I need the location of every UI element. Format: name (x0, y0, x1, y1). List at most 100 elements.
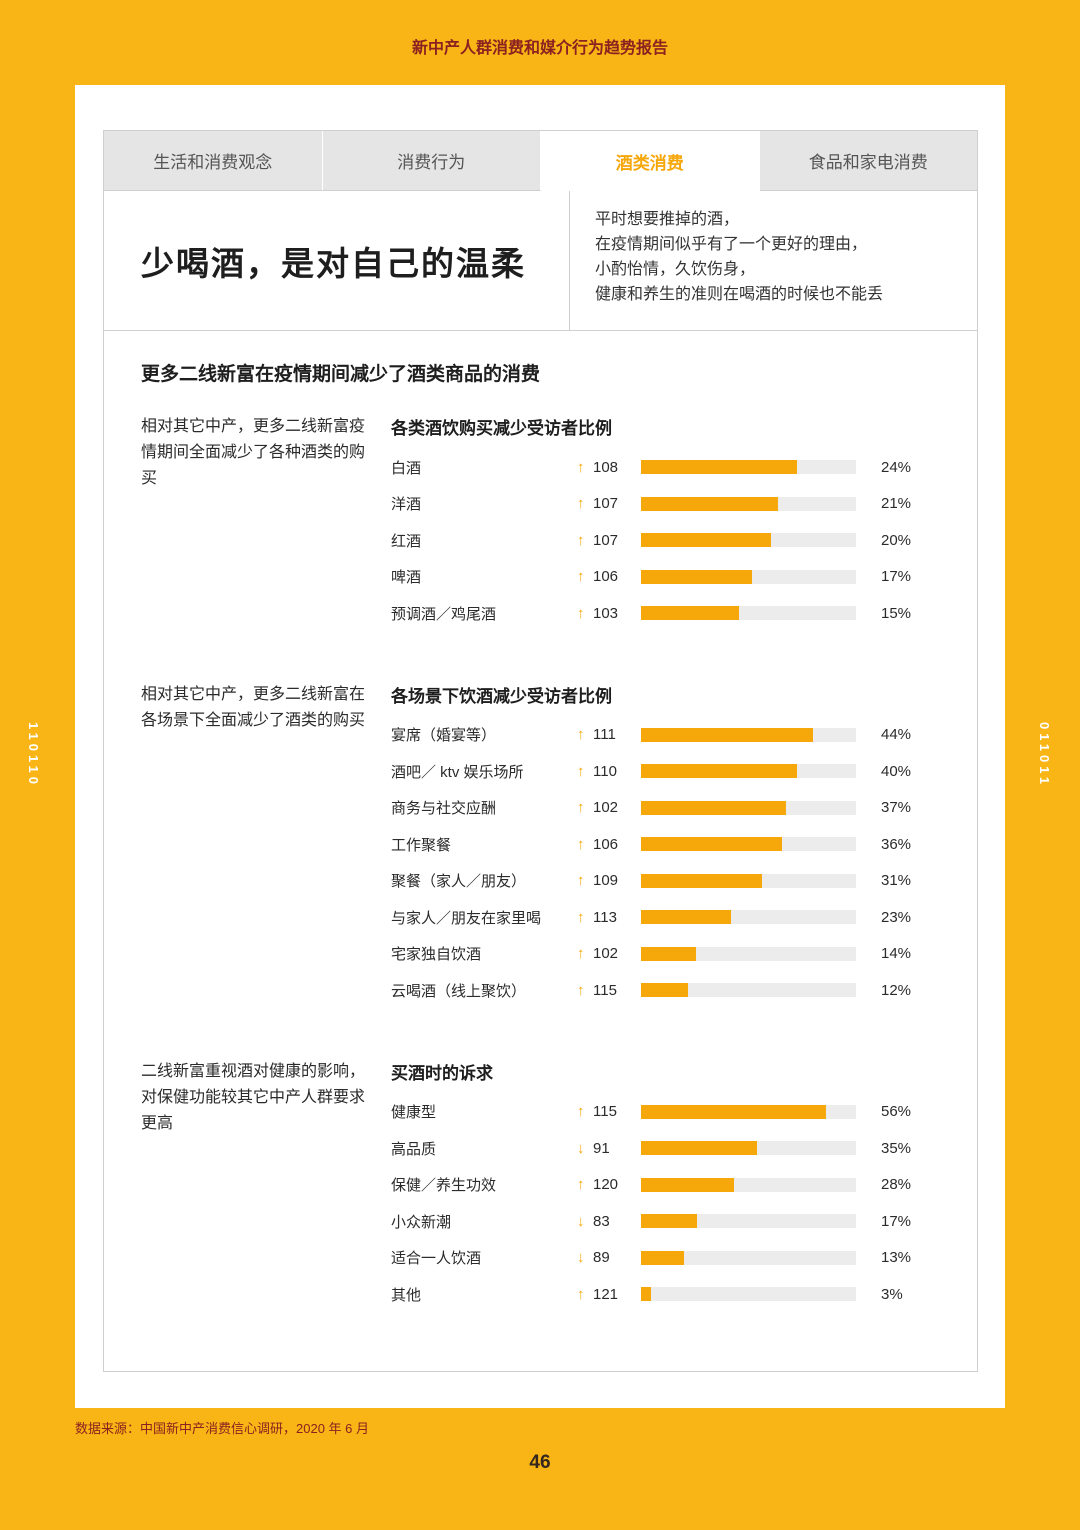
chart-row: 洋酒 ↑ 107 21% (391, 486, 977, 523)
tab-3[interactable]: 酒类消费 (541, 131, 760, 191)
percent-value: 13% (881, 1249, 912, 1267)
bar-track (641, 569, 856, 584)
section-description: 相对其它中产，更多二线新富疫情期间全面减少了各种酒类的购买 (141, 418, 366, 487)
trend-down-icon: ↓ (577, 1139, 585, 1157)
percent-value: 35% (881, 1139, 912, 1157)
bar-track (641, 800, 856, 815)
bar-fill (641, 910, 731, 925)
trend-up-icon: ↑ (577, 908, 585, 926)
bar-track (641, 460, 856, 475)
index-value: 91 (593, 1139, 610, 1157)
percent-value: 3% (881, 1285, 903, 1303)
percent-value: 31% (881, 872, 912, 890)
tab-2[interactable]: 消费行为 (322, 131, 541, 191)
chart-title: 各场景下饮酒减少受访者比例 (391, 686, 612, 706)
percent-value: 56% (881, 1103, 912, 1121)
trend-up-icon: ↑ (577, 1103, 585, 1121)
row-label: 保健／养生功效 (391, 1177, 497, 1195)
side-code-left: 110110 (26, 722, 41, 788)
index-value: 107 (593, 531, 619, 549)
bar-fill (641, 1141, 757, 1156)
row-label: 啤酒 (391, 569, 422, 587)
bar-track (641, 533, 856, 548)
bar-fill (641, 764, 798, 779)
percent-value: 20% (881, 531, 912, 549)
trend-up-icon: ↑ (577, 1285, 585, 1303)
trend-up-icon: ↑ (577, 726, 585, 744)
bar-chart: 各类酒饮购买减少受访者比例 白酒 ↑ 108 24% 洋酒 ↑ 107 21% 红酒 ↑ 107 20%… (391, 414, 977, 632)
chart-section: 二线新富重视酒对健康的影响，对保健功能较其它中产人群要求更高 买酒时的诉求 健康型 ↑… (141, 1059, 977, 1313)
chart-row: 宴席（婚宴等） ↑ 111 44% (391, 717, 977, 754)
index-value: 106 (593, 835, 619, 853)
chart-sections: 相对其它中产，更多二线新富疫情期间全面减少了各种酒类的购买 各类酒饮购买减少受访者… (141, 414, 977, 1313)
trend-up-icon: ↑ (577, 799, 585, 817)
tab-4[interactable]: 食品和家电消费 (759, 131, 977, 191)
index-value: 106 (593, 568, 619, 586)
row-label: 预调酒／鸡尾酒 (391, 605, 497, 623)
tab-1[interactable]: 生活和消费观念 (104, 131, 323, 191)
index-value: 115 (593, 981, 617, 999)
trend-up-icon: ↑ (577, 835, 585, 853)
index-value: 89 (593, 1249, 610, 1267)
index-value: 121 (593, 1285, 619, 1303)
percent-value: 14% (881, 945, 912, 963)
chart-row: 保健／养生功效 ↑ 120 28% (391, 1167, 977, 1204)
chart-row: 红酒 ↑ 107 20% (391, 522, 977, 559)
percent-value: 12% (881, 981, 912, 999)
row-label: 其他 (391, 1286, 422, 1304)
index-value: 115 (593, 1103, 617, 1121)
trend-up-icon: ↑ (577, 495, 585, 513)
percent-value: 28% (881, 1176, 912, 1194)
index-value: 110 (593, 762, 617, 780)
bar-track (641, 1287, 856, 1302)
chart-row: 酒吧／ ktv 娱乐场所 ↑ 110 40% (391, 753, 977, 790)
index-value: 111 (593, 726, 616, 744)
trend-down-icon: ↓ (577, 1212, 585, 1230)
bar-fill (641, 1250, 684, 1265)
index-value: 107 (593, 495, 619, 513)
trend-up-icon: ↑ (577, 981, 585, 999)
row-label: 酒吧／ ktv 娱乐场所 (391, 763, 524, 781)
row-label: 商务与社交应酬 (391, 800, 497, 818)
chart-row: 商务与社交应酬 ↑ 102 37% (391, 790, 977, 827)
bar-track (641, 837, 856, 852)
data-source-note: 数据来源：中国新中产消费信心调研，2020 年 6 月 (75, 1421, 369, 1436)
chart-row: 高品质 ↓ 91 35% (391, 1130, 977, 1167)
chart-row: 白酒 ↑ 108 24% (391, 449, 977, 486)
bar-fill (641, 727, 813, 742)
row-label: 白酒 (391, 459, 422, 477)
trend-down-icon: ↓ (577, 1249, 585, 1267)
index-value: 102 (593, 799, 619, 817)
bar-chart: 买酒时的诉求 健康型 ↑ 115 56% 高品质 ↓ 91 35% 保健／养生功效 ↑ 120 28% 小… (391, 1059, 977, 1313)
bar-track (641, 1250, 856, 1265)
bar-track (641, 496, 856, 511)
hero-subtitle-line: 在疫情期间似乎有了一个更好的理由， (595, 236, 868, 253)
row-label: 工作聚餐 (391, 836, 452, 854)
bar-track (641, 764, 856, 779)
row-label: 高品质 (391, 1140, 437, 1158)
index-value: 103 (593, 604, 619, 622)
trend-up-icon: ↑ (577, 1176, 585, 1194)
bar-track (641, 1214, 856, 1229)
bar-fill (641, 569, 752, 584)
chart-section: 相对其它中产，更多二线新富在各场景下全面减少了酒类的购买 各场景下饮酒减少受访者比… (141, 682, 977, 1009)
row-label: 聚餐（家人／朋友） (391, 873, 527, 891)
bar-fill (641, 1177, 734, 1192)
chart-row: 健康型 ↑ 115 56% (391, 1094, 977, 1131)
row-label: 宅家独自饮酒 (391, 946, 482, 964)
hero-subtitle-line: 平时想要推掉的酒， (595, 211, 740, 228)
percent-value: 24% (881, 458, 912, 476)
row-label: 红酒 (391, 532, 422, 550)
side-code-right: 011011 (1037, 722, 1052, 788)
hero-subtitle-line: 健康和养生的准则在喝酒的时候也不能丢 (595, 286, 884, 303)
row-label: 小众新潮 (391, 1213, 452, 1231)
row-label: 洋酒 (391, 496, 422, 514)
bar-fill (641, 533, 772, 548)
bar-track (641, 873, 856, 888)
row-label: 云喝酒（线上聚饮） (391, 982, 527, 1000)
bar-track (641, 1104, 856, 1119)
bar-track (641, 983, 856, 998)
row-label: 与家人／朋友在家里喝 (391, 909, 542, 927)
page-title: 少喝酒，是对自己的温柔 (141, 244, 526, 282)
trend-up-icon: ↑ (577, 568, 585, 586)
